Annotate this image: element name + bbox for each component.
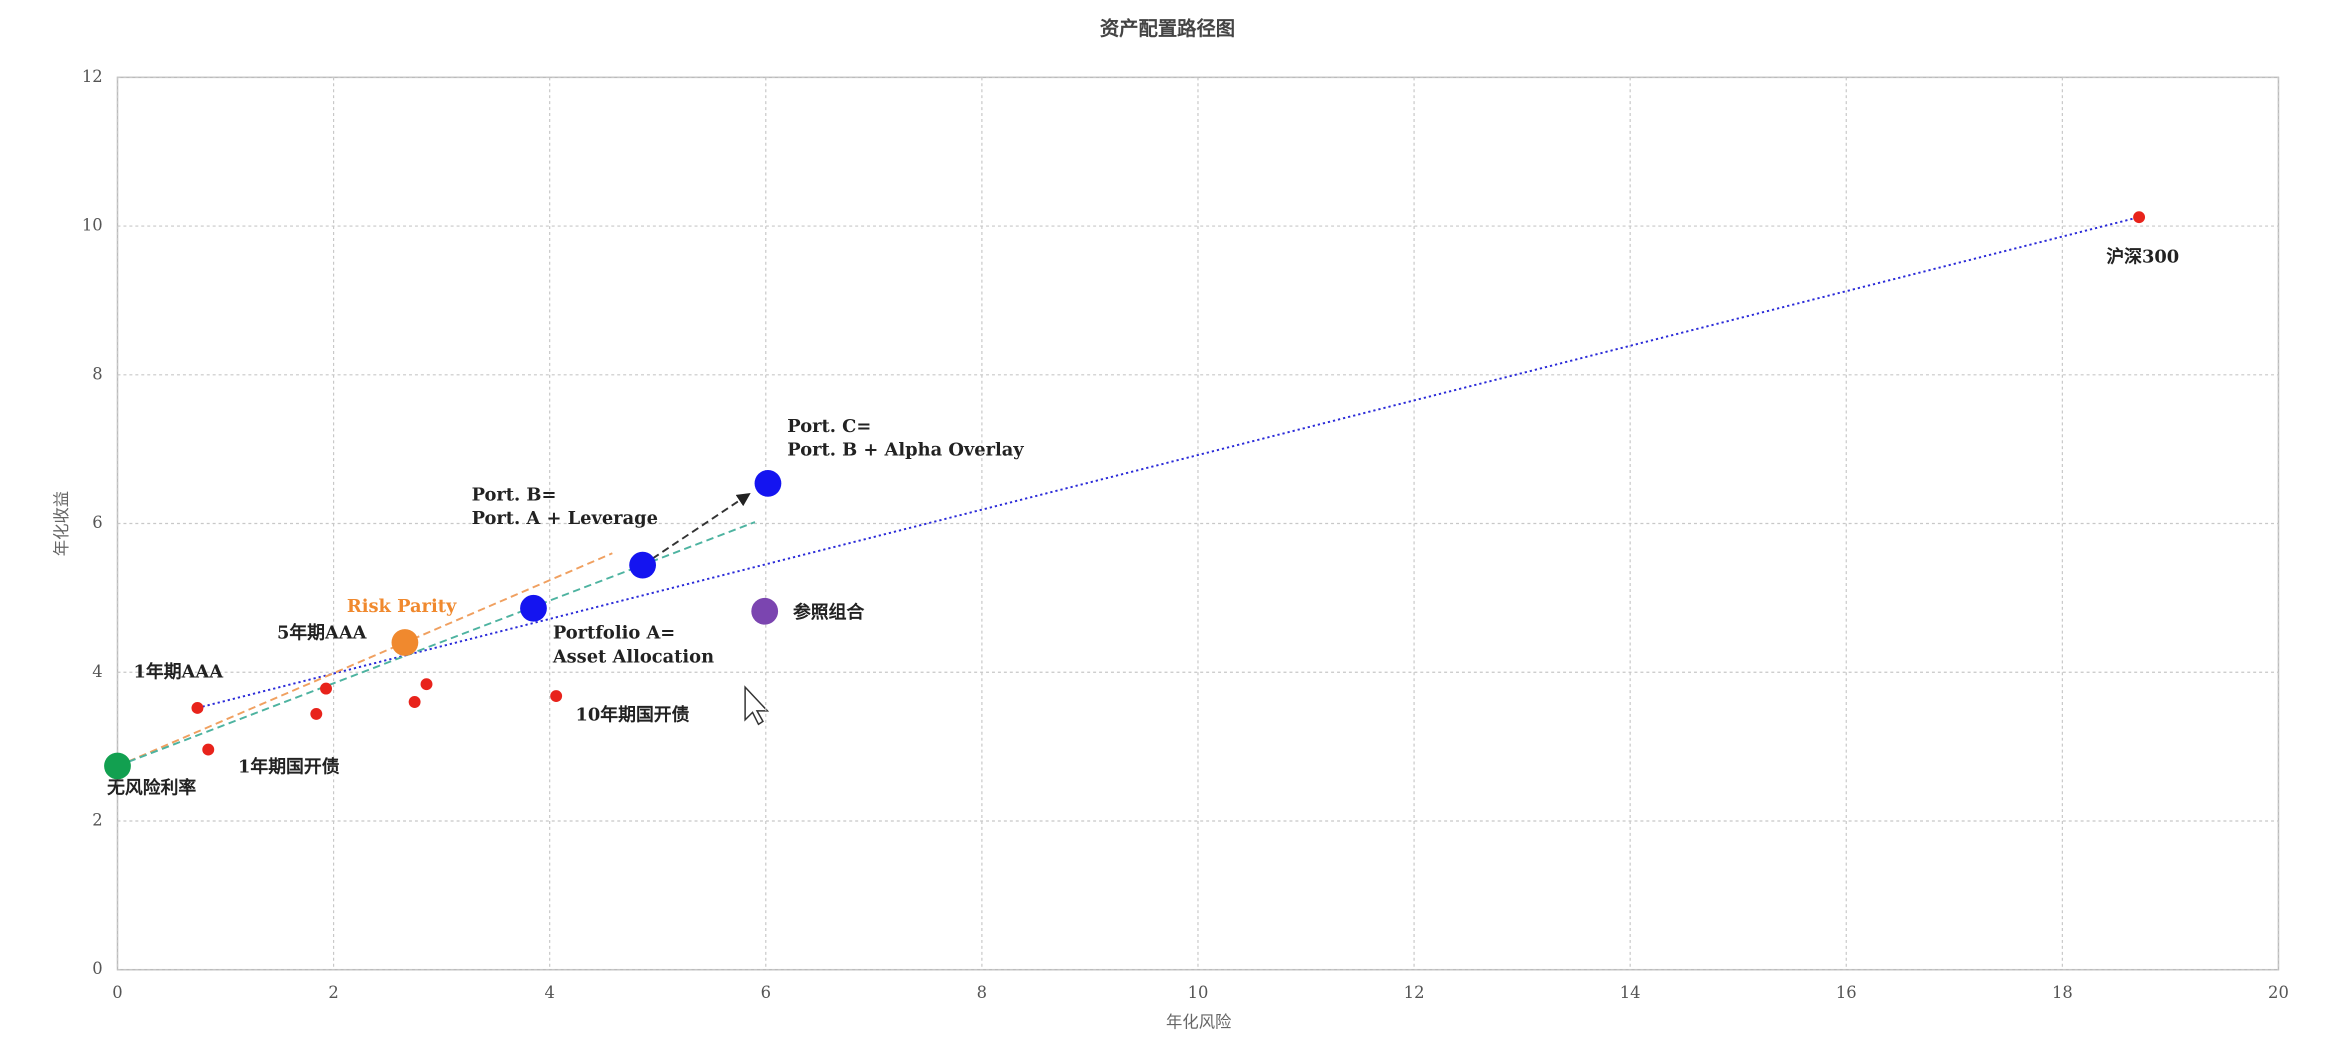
data-point — [751, 597, 779, 625]
trend-line — [117, 521, 756, 767]
data-point — [629, 551, 656, 579]
x-tick-label: 2 — [328, 983, 338, 1002]
trend-line — [642, 492, 751, 566]
data-point — [191, 701, 204, 714]
point-label: Portfolio A= — [553, 623, 675, 644]
point-label: Risk Parity — [347, 596, 457, 617]
y-tick-label: 2 — [92, 810, 102, 829]
point-label: 1年期国开债 — [238, 755, 340, 777]
point-label: Port. A + Leverage — [472, 508, 658, 529]
data-point — [754, 469, 782, 497]
x-tick-label: 16 — [1836, 983, 1857, 1002]
point-label: 参照组合 — [793, 601, 864, 623]
trend-line — [127, 552, 613, 763]
x-tick-label: 8 — [977, 983, 987, 1002]
point-label: 10年期国开债 — [576, 703, 690, 725]
x-tick-label: 12 — [1404, 983, 1425, 1002]
x-tick-label: 18 — [2052, 983, 2073, 1002]
point-label: 1年期AAA — [133, 660, 224, 682]
y-axis-title: 年化收益 — [52, 491, 71, 556]
data-point — [202, 743, 215, 756]
x-tick-label: 4 — [544, 983, 554, 1002]
data-point — [550, 690, 563, 702]
x-axis-title: 年化风险 — [1166, 1013, 1231, 1032]
data-point — [104, 752, 131, 780]
point-label: Port. C= — [787, 416, 871, 437]
data-point — [320, 682, 332, 695]
data-point — [391, 629, 419, 656]
x-tick-label: 20 — [2268, 983, 2289, 1002]
x-tick-label: 6 — [761, 983, 771, 1002]
point-label: Asset Allocation — [552, 646, 714, 667]
data-point — [310, 707, 323, 720]
chart-title: 资产配置路径图 — [1100, 17, 1235, 40]
data-point — [408, 696, 421, 708]
point-label: Port. B= — [472, 484, 557, 505]
x-tick-label: 14 — [1620, 983, 1641, 1002]
y-tick-label: 8 — [92, 364, 102, 383]
point-label: 沪深300 — [2106, 245, 2179, 267]
y-tick-label: 10 — [82, 216, 103, 235]
point-label: Port. B + Alpha Overlay — [787, 440, 1024, 461]
data-point — [520, 594, 547, 622]
y-tick-label: 12 — [82, 67, 103, 86]
data-point — [2133, 211, 2146, 224]
x-tick-label: 10 — [1188, 983, 1209, 1002]
cursor — [744, 685, 770, 726]
x-tick-label: 0 — [112, 983, 122, 1002]
y-tick-label: 4 — [92, 662, 102, 681]
y-tick-label: 0 — [92, 959, 102, 978]
trend-line — [197, 216, 2140, 709]
y-tick-label: 6 — [92, 513, 102, 532]
point-label: 5年期AAA — [277, 622, 368, 644]
data-point — [420, 678, 433, 691]
point-label: 无风险利率 — [107, 776, 196, 798]
